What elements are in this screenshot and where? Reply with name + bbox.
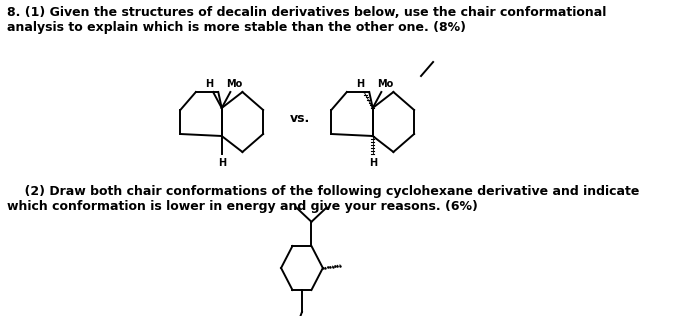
Text: H: H — [356, 79, 364, 89]
Text: Mo: Mo — [227, 79, 243, 89]
Text: (2) Draw both chair conformations of the following cyclohexane derivative and in: (2) Draw both chair conformations of the… — [7, 185, 639, 213]
Text: H: H — [369, 158, 377, 168]
Text: vs.: vs. — [290, 112, 310, 125]
Text: Mo: Mo — [377, 79, 394, 89]
Text: H: H — [204, 79, 213, 89]
Text: H: H — [218, 158, 226, 168]
Text: 8. (1) Given the structures of decalin derivatives below, use the chair conforma: 8. (1) Given the structures of decalin d… — [7, 6, 606, 34]
